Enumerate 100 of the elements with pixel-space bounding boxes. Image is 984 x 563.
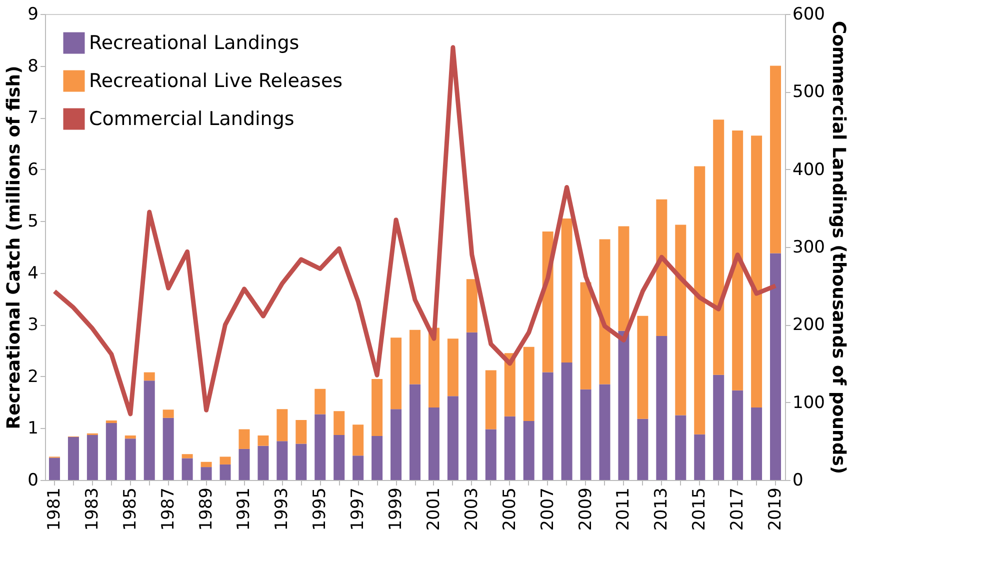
bar — [182, 458, 193, 480]
x-tick-label: 1981 — [44, 488, 64, 531]
bar — [637, 316, 648, 419]
bar — [713, 374, 724, 480]
y-tick-label: 8 — [28, 56, 38, 76]
bar — [694, 434, 706, 480]
y2-tick-label: 200 — [792, 315, 825, 336]
bar — [770, 66, 782, 254]
x-tick-label: 2005 — [500, 488, 520, 531]
bar — [106, 423, 117, 480]
bar — [144, 372, 155, 381]
bar — [447, 396, 458, 480]
bar — [372, 379, 383, 436]
bar — [466, 279, 478, 332]
y-axis-title: Recreational Catch (millions of fish) — [4, 66, 25, 430]
bar — [144, 380, 155, 480]
y-tick-label: 5 — [28, 212, 38, 232]
bar — [334, 434, 345, 480]
bar — [162, 418, 174, 480]
x-tick-label: 1995 — [310, 488, 330, 531]
bar — [410, 384, 420, 480]
y2-tick-label: 600 — [792, 4, 825, 24]
bar — [485, 370, 496, 430]
bar — [276, 409, 288, 442]
x-tick-label: 2017 — [728, 488, 748, 531]
bar — [334, 411, 345, 435]
bar — [618, 226, 630, 331]
bar — [314, 414, 326, 480]
x-tick-label: 2009 — [576, 488, 596, 531]
legend-label: Commercial Landings — [89, 108, 294, 130]
x-tick-label: 2013 — [652, 488, 672, 531]
x-tick-label: 1987 — [158, 488, 178, 531]
x-tick-label: 1991 — [234, 488, 254, 531]
bar — [599, 384, 610, 480]
y-tick-label: 2 — [28, 366, 38, 387]
bar — [675, 224, 686, 416]
bar — [124, 435, 136, 439]
bar — [732, 130, 744, 390]
bar — [428, 328, 440, 408]
bar — [523, 420, 534, 480]
y2-tick-label: 300 — [792, 238, 825, 258]
y-tick-label: 6 — [28, 160, 38, 180]
bar — [162, 410, 174, 418]
bar — [428, 408, 440, 480]
bar — [675, 415, 686, 480]
bar — [390, 338, 402, 410]
bar — [296, 420, 307, 444]
bar — [48, 458, 60, 480]
y2-tick-label: 0 — [792, 470, 804, 490]
y-tick-label: 4 — [28, 263, 38, 284]
bar — [238, 448, 250, 480]
bar — [296, 444, 307, 480]
bar — [561, 218, 572, 362]
y2-axis-title: Commercial Landings (thousands of pounds) — [828, 20, 849, 474]
x-tick-label: 2011 — [614, 488, 634, 531]
bar — [523, 346, 534, 421]
bar — [504, 416, 516, 480]
x-tick-label: 1997 — [348, 488, 368, 531]
bar — [694, 166, 706, 434]
bar — [599, 239, 610, 384]
bar — [580, 389, 592, 480]
x-tick-label: 1993 — [272, 488, 292, 531]
bar — [258, 435, 269, 446]
bar — [200, 467, 212, 480]
bar — [276, 441, 288, 480]
legend-label: Recreational Live Releases — [89, 70, 343, 92]
y2-tick-label: 400 — [792, 160, 825, 180]
x-tick-label: 2003 — [462, 488, 482, 531]
x-tick-label: 1999 — [386, 488, 406, 531]
bar — [713, 120, 724, 375]
bar — [485, 429, 496, 480]
x-tick-label: 1989 — [196, 488, 216, 531]
bar — [314, 388, 326, 414]
bar — [732, 390, 744, 480]
bar — [410, 330, 420, 384]
legend-label: Recreational Landings — [89, 32, 300, 54]
bar — [124, 438, 136, 480]
y-tick-label: 3 — [28, 315, 38, 336]
bar — [447, 338, 458, 396]
y2-tick-label: 500 — [792, 82, 825, 102]
x-tick-label: 2007 — [538, 488, 558, 531]
y2-tick-label: 100 — [792, 392, 825, 413]
x-tick-label: 1985 — [120, 488, 140, 531]
y-tick-label: 7 — [28, 108, 38, 128]
x-tick-label: 2015 — [690, 488, 710, 531]
bar — [618, 330, 630, 480]
bar — [542, 372, 554, 480]
bar — [182, 454, 193, 458]
bar — [86, 434, 98, 480]
bar — [258, 446, 269, 480]
bar — [770, 253, 782, 480]
x-tick-label: 2001 — [424, 488, 444, 531]
y-tick-label: 1 — [28, 418, 38, 439]
bar — [656, 336, 668, 480]
bar — [352, 424, 364, 456]
bar — [751, 136, 762, 408]
bar — [220, 464, 231, 480]
bar — [106, 420, 117, 424]
bar — [68, 437, 79, 480]
bar — [656, 199, 668, 336]
